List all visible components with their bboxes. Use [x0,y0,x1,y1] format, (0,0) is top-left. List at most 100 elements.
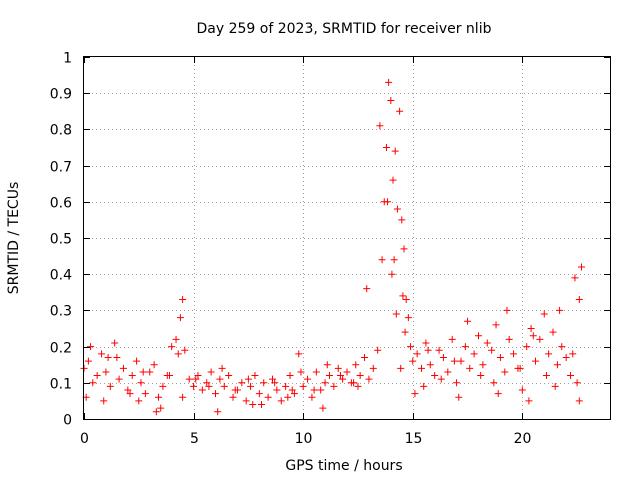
data-point [225,372,233,380]
data-point [455,393,463,401]
data-point [126,390,134,398]
data-point [115,375,123,383]
data-point [185,375,193,383]
data-point [369,364,377,372]
data-point [503,306,511,314]
data-point [157,404,165,412]
data-point [389,176,397,184]
data-point [100,397,108,405]
data-point [133,357,141,365]
data-point [273,386,281,394]
data-point [249,401,257,409]
data-point [128,372,136,380]
data-point [264,393,272,401]
data-point [505,335,513,343]
data-point [376,122,384,130]
data-point [336,372,344,380]
data-point [529,332,537,340]
data-point [397,364,405,372]
data-point [549,328,557,336]
y-tick-label: 0.2 [50,341,72,357]
data-point [374,346,382,354]
y-tick-label: 0.9 [50,87,72,103]
plot-frame [83,56,611,420]
y-tick-label: 0.1 [50,377,72,393]
data-point [396,107,404,115]
data-point [516,364,524,372]
data-point [84,357,92,365]
data-point [431,372,439,380]
data-point [573,379,581,387]
data-point [361,353,369,361]
data-point [111,339,119,347]
x-axis-label: GPS time / hours [285,458,402,474]
data-point [176,314,184,322]
data-point [457,357,465,365]
data-point [220,382,228,390]
data-point [319,404,327,412]
data-point [475,332,482,340]
data-point [87,343,95,351]
data-point [450,357,458,365]
data-point [365,375,373,383]
data-point [258,401,266,409]
data-point [255,390,263,398]
data-point [558,343,566,351]
data-point [567,372,575,380]
data-point [483,339,491,347]
data-point [490,379,498,387]
data-point [321,379,329,387]
data-point [551,382,559,390]
data-point [556,306,564,314]
data-point [330,382,338,390]
data-point [271,379,279,387]
data-point [350,379,358,387]
data-point [424,346,432,354]
y-tick-label: 0.4 [50,268,72,284]
y-tick-label: 0.8 [50,123,72,139]
data-point [334,364,342,372]
data-point [531,357,539,365]
data-point [312,368,320,376]
data-point [518,386,526,394]
data-point [553,361,561,369]
data-point [113,353,121,361]
data-point [89,379,97,387]
x-tick-label: 10 [295,431,313,447]
data-point [525,397,533,405]
grid-lines [84,57,610,419]
data-point [390,256,398,264]
data-point [413,350,421,358]
data-point [477,372,485,380]
data-point [393,205,401,213]
data-point [387,96,395,104]
y-tick-label: 1 [63,51,72,67]
data-point [137,379,145,387]
data-point [571,274,579,282]
data-point [562,353,570,361]
data-point [190,382,198,390]
data-point [363,285,371,293]
data-point [444,368,452,376]
data-point [155,393,163,401]
data-point [352,361,360,369]
data-point [339,375,347,383]
data-point [317,386,325,394]
data-point [422,339,430,347]
data-point [407,343,415,351]
data-point [288,386,296,394]
data-point [527,325,535,332]
x-tick-label: 15 [405,431,423,447]
data-point [242,397,250,405]
data-point [260,379,268,387]
x-tick-label: 5 [190,431,199,447]
data-point [388,270,396,278]
data-point [435,346,443,354]
data-point [198,386,206,394]
data-point [135,397,143,405]
data-point [356,372,364,380]
data-point [146,368,154,376]
data-point [286,372,294,380]
data-point [277,397,285,405]
